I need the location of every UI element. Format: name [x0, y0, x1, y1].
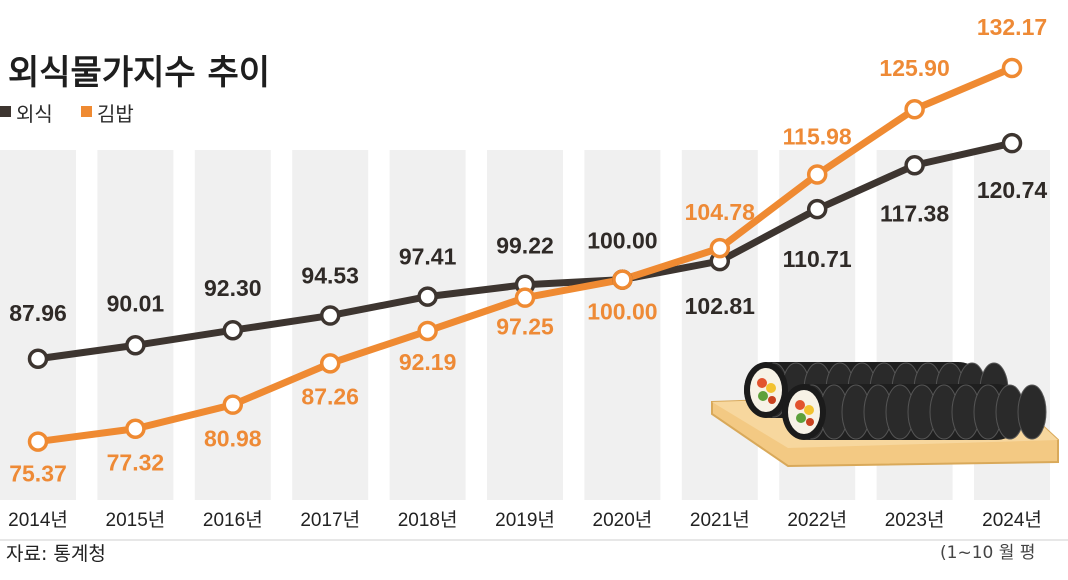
label-dining-7: 102.81 [685, 293, 756, 319]
legend-swatch-dining [0, 106, 11, 117]
label-gimbap-10: 132.17 [977, 14, 1047, 40]
label-gimbap-2: 80.98 [204, 426, 262, 452]
x-tick-6: 2020년 [593, 509, 653, 531]
roll-slice [1017, 384, 1047, 440]
chart-title: 외식물가지수 추이 [8, 53, 270, 93]
point-gimbap-6 [612, 269, 633, 290]
point-dining-9 [904, 155, 925, 176]
column-band-7 [681, 150, 758, 500]
point-gimbap-9 [904, 98, 925, 120]
gimbap-roll-front [782, 384, 1047, 440]
gimbap-illustration [711, 362, 1059, 468]
x-tick-5: 2019년 [495, 509, 555, 531]
label-dining-6: 100.00 [587, 228, 657, 254]
point-dining-0 [27, 348, 49, 370]
series-points [27, 57, 1023, 452]
legend-swatch-gimbap [81, 106, 92, 117]
label-gimbap-4: 92.19 [399, 349, 457, 375]
point-gimbap-1 [125, 418, 146, 439]
filling-egg [804, 405, 814, 415]
x-tick-4: 2018년 [398, 509, 458, 531]
filling-spinach [758, 391, 768, 401]
label-gimbap-1: 77.32 [107, 450, 165, 476]
point-dining-2 [222, 319, 244, 341]
x-tick-8: 2022년 [787, 509, 847, 531]
column-band-6 [584, 150, 661, 500]
label-gimbap-8: 115.98 [783, 123, 852, 149]
filling-ham [806, 418, 814, 426]
filling-carrot [757, 378, 767, 388]
label-dining-4: 97.41 [399, 244, 457, 270]
label-gimbap-5: 97.25 [496, 314, 554, 340]
label-dining-5: 99.22 [496, 233, 554, 259]
x-tick-9: 2023년 [885, 509, 945, 531]
x-tick-2: 2016년 [203, 509, 263, 531]
x-tick-7: 2021년 [690, 509, 750, 531]
label-gimbap-0: 75.37 [9, 461, 67, 487]
filling-ham [768, 396, 776, 404]
label-gimbap-6: 100.00 [587, 299, 657, 325]
data-labels: 87.96 90.01 92.30 94.53 97.41 99.22 100.00 102.… [9, 14, 1047, 487]
label-dining-0: 87.96 [9, 300, 67, 326]
filling-carrot [795, 400, 805, 410]
point-dining-8 [806, 198, 828, 220]
x-tick-1: 2015년 [106, 509, 166, 531]
point-dining-3 [319, 305, 341, 326]
x-tick-3: 2017년 [300, 509, 360, 531]
label-gimbap-3: 87.26 [301, 383, 359, 409]
label-dining-10: 120.74 [977, 177, 1048, 203]
label-gimbap-7: 104.78 [685, 199, 756, 225]
point-gimbap-0 [27, 431, 49, 452]
period-note: (1~10 월 평 [940, 543, 1035, 563]
x-tick-0: 2014년 [8, 509, 68, 531]
point-gimbap-7 [709, 237, 731, 259]
column-band-5 [487, 150, 563, 500]
filling-egg [766, 383, 776, 393]
label-dining-3: 94.53 [301, 263, 359, 289]
point-dining-4 [417, 286, 438, 307]
point-dining-10 [1001, 132, 1023, 154]
x-tick-10: 2024년 [982, 509, 1042, 531]
point-gimbap-5 [514, 287, 536, 308]
label-dining-1: 90.01 [107, 290, 165, 316]
rice [788, 390, 820, 434]
point-dining-1 [125, 335, 146, 356]
point-gimbap-8 [806, 164, 828, 185]
point-gimbap-2 [222, 394, 244, 415]
label-dining-9: 117.38 [880, 200, 949, 226]
point-gimbap-10 [1001, 57, 1023, 79]
x-axis-ticks: 2014년 2015년 2016년 2017년 2018년 2019년 2020년 2021년… [8, 509, 1042, 531]
point-gimbap-4 [417, 320, 438, 342]
legend: 외식 김밥 [0, 102, 134, 126]
legend-label-dining: 외식 [16, 102, 53, 126]
legend-label-gimbap: 김밥 [97, 102, 134, 126]
filling-spinach [796, 413, 806, 423]
point-gimbap-3 [319, 353, 341, 374]
label-dining-8: 110.71 [783, 246, 852, 272]
label-dining-2: 92.30 [204, 275, 262, 301]
source-note: 자료: 통계청 [6, 543, 106, 565]
column-band-1 [97, 150, 174, 500]
label-gimbap-9: 125.90 [879, 55, 949, 81]
rice [750, 368, 782, 412]
